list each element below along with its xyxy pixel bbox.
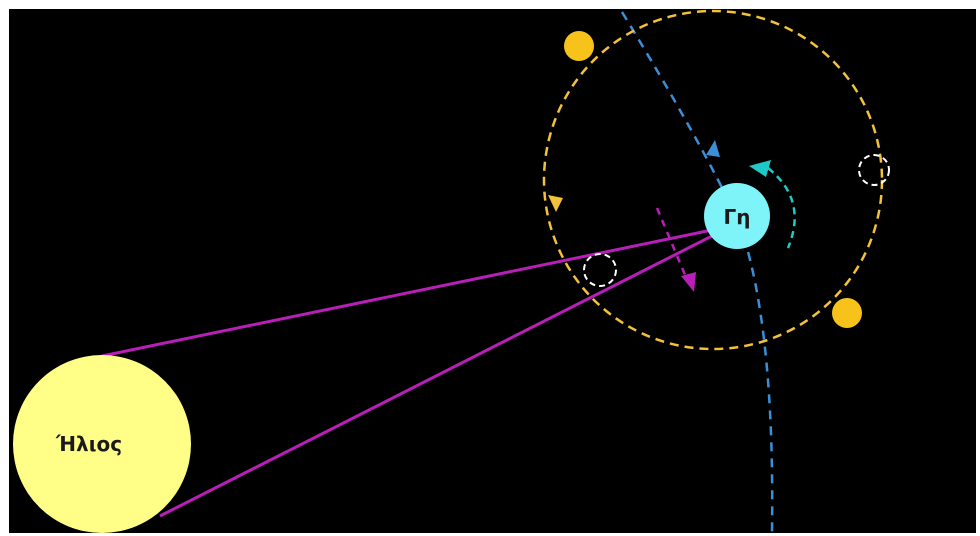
moon-position-empty-right [858,154,890,186]
earth [704,183,770,249]
magenta-direction-arrow-shaft [655,207,690,283]
sight-line-lower [159,234,713,518]
moon-position-empty-left [583,253,617,287]
moon-position-top [564,31,594,61]
sun [13,355,191,533]
moon-orbit [542,9,884,351]
sight-line-upper [101,228,713,358]
earth-rotation-arrowhead [749,160,771,177]
moon-position-right [832,298,862,328]
magenta-direction-arrowhead [681,272,696,292]
earth-label: Γη [724,205,751,229]
earth-orbital-path [620,11,774,533]
sun-label: Ήλιος [55,432,122,456]
moon-orbit-arrow [548,195,563,212]
earth-path-arrow [706,140,720,157]
